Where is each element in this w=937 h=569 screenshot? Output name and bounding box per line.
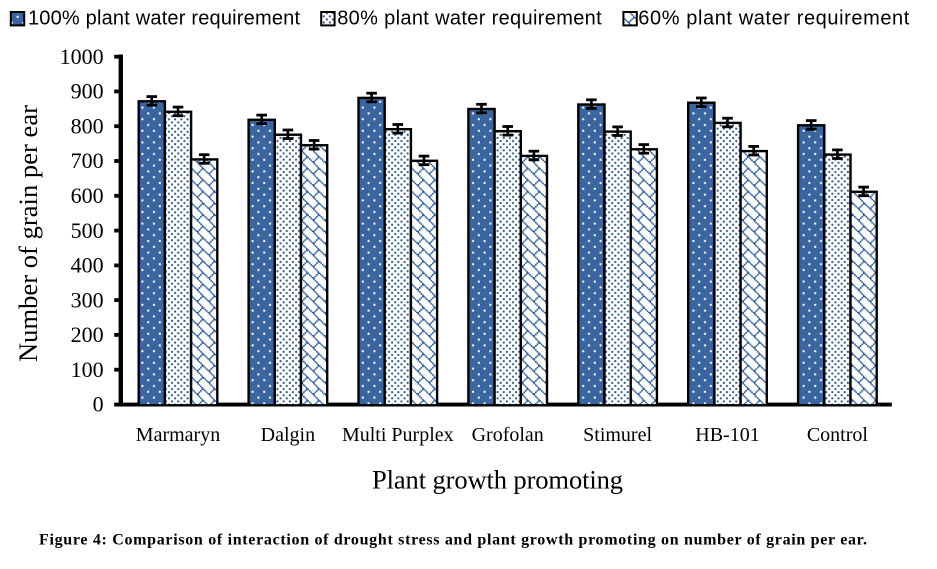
svg-text:500: 500 (71, 218, 104, 243)
svg-text:1000: 1000 (60, 44, 104, 69)
svg-text:Multi Purplex: Multi Purplex (342, 424, 454, 446)
svg-text:HB-101: HB-101 (695, 424, 759, 446)
svg-text:800: 800 (71, 113, 104, 138)
svg-text:Figure 4: Comparison of intera: Figure 4: Comparison of interaction of d… (39, 532, 867, 549)
svg-text:Marmaryn: Marmaryn (136, 424, 220, 446)
svg-text:Control: Control (807, 424, 869, 446)
svg-text:Plant growth promoting: Plant growth promoting (372, 464, 623, 494)
svg-text:300: 300 (71, 287, 104, 312)
svg-text:Grofolan: Grofolan (472, 424, 544, 446)
svg-text:900: 900 (71, 79, 104, 104)
svg-text:200: 200 (71, 322, 104, 347)
svg-text:700: 700 (71, 148, 104, 173)
svg-text:0: 0 (93, 392, 104, 417)
svg-text:600: 600 (71, 183, 104, 208)
svg-text:100% plant water requirement: 100% plant water requirement (28, 7, 300, 29)
svg-text:Stimurel: Stimurel (583, 424, 652, 446)
svg-text:400: 400 (71, 253, 104, 278)
svg-text:Number of grain per ear: Number of grain per ear (13, 105, 43, 362)
svg-text:60% plant water requirement: 60% plant water requirement (638, 7, 909, 29)
svg-text:80% plant water requirement: 80% plant water requirement (337, 7, 602, 29)
svg-text:Dalgin: Dalgin (261, 424, 315, 446)
svg-text:100: 100 (71, 357, 104, 382)
